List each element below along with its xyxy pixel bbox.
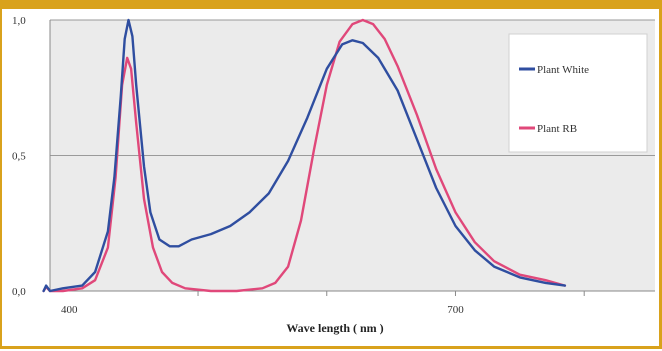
x-tick-label: 700 <box>447 304 464 316</box>
legend-label: Plant RB <box>537 123 577 135</box>
y-tick-label: 0,5 <box>12 151 26 163</box>
y-tick-label: 1,0 <box>12 15 26 27</box>
legend-label: Plant White <box>537 64 589 76</box>
legend: Plant White Plant RB <box>519 64 589 135</box>
gridlines <box>49 19 655 296</box>
y-tick-label: 0,0 <box>12 286 26 298</box>
x-tick-label: 400 <box>61 304 78 316</box>
series-line-plant-rb <box>42 18 567 293</box>
spectrum-chart: 0,0 0,5 1,0 400 700 Wave length ( nm ) Plan… <box>12 15 655 335</box>
legend-box <box>508 33 648 153</box>
y-tick-labels: 0,0 0,5 1,0 <box>12 15 26 298</box>
x-tick-labels: 400 700 <box>61 304 464 316</box>
x-axis-label: Wave length ( nm ) <box>286 321 383 335</box>
series-layer <box>42 18 567 293</box>
series-line-plant-white <box>42 18 567 293</box>
